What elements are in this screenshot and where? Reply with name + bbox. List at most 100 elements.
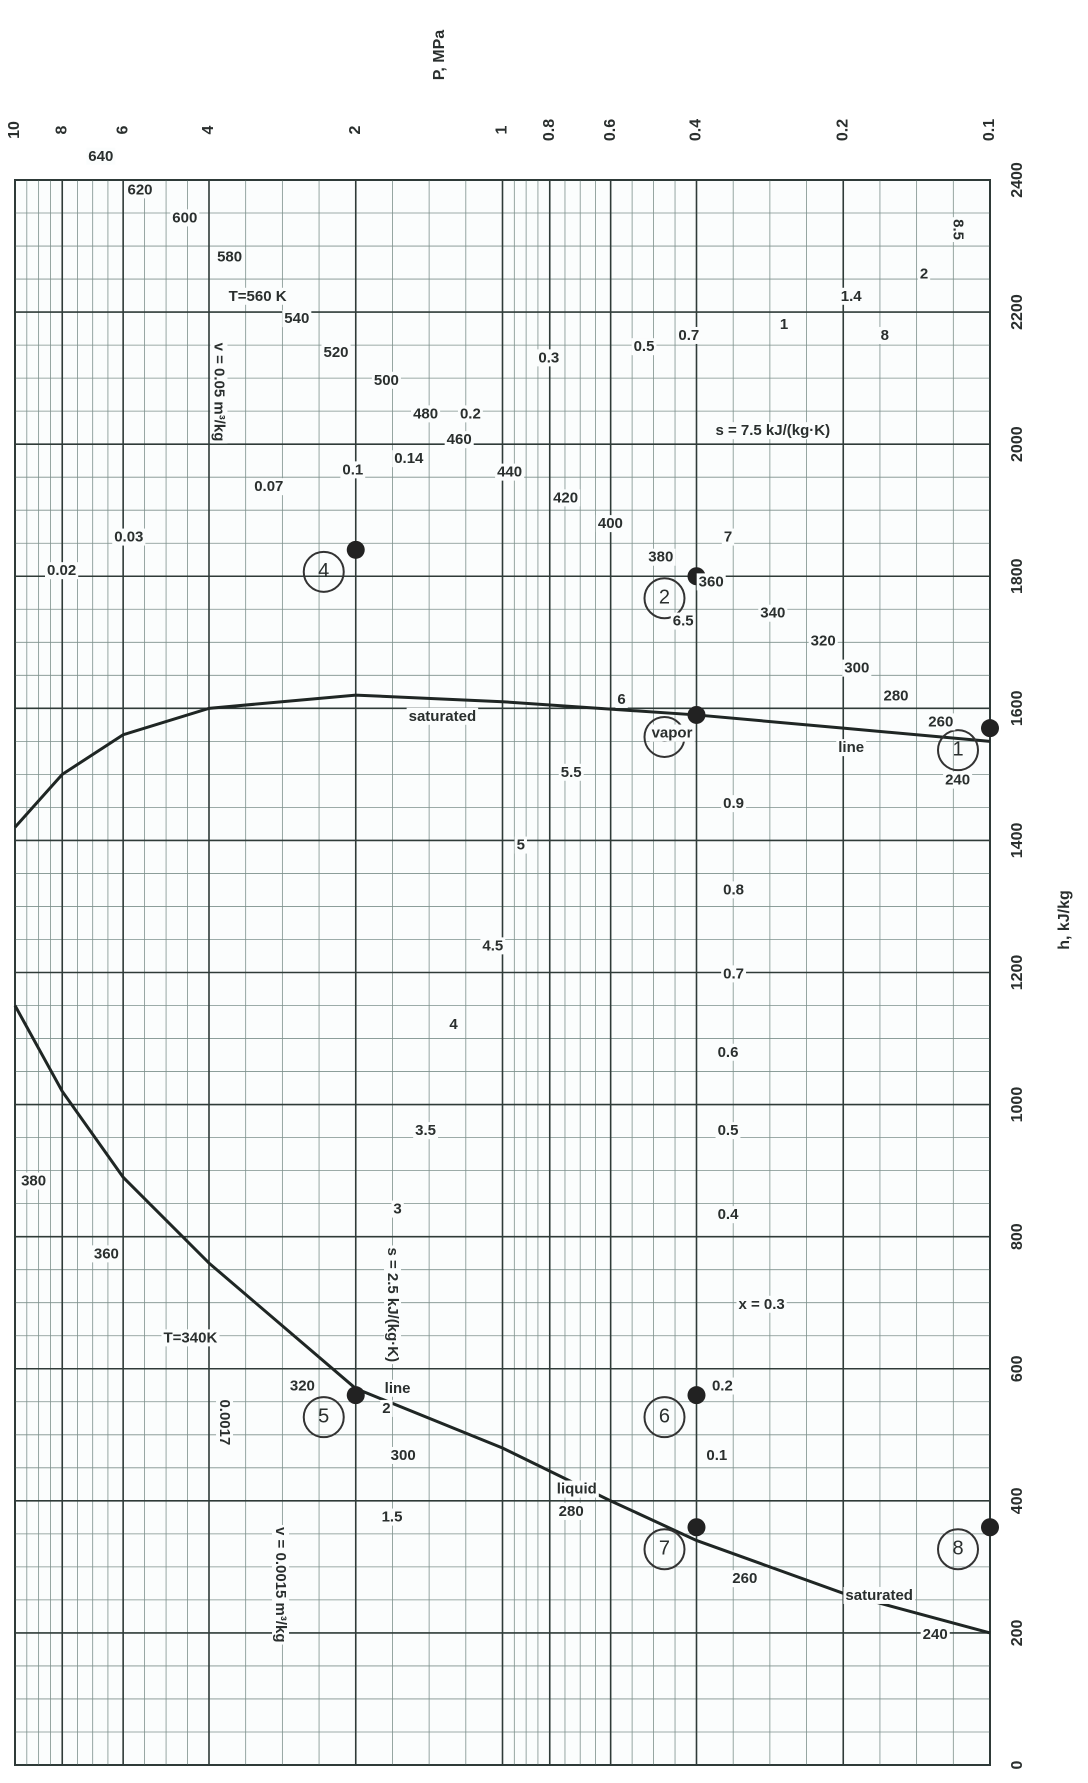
annotation-bg [558, 763, 584, 781]
annotation: 0.0017 [216, 1399, 233, 1445]
state-label-ring [643, 1528, 686, 1571]
x-tick-label: 2 [347, 125, 364, 134]
annotation-bg [649, 724, 695, 742]
annotation-bg [391, 1200, 404, 1218]
annotation: 5 [517, 837, 525, 854]
annotation-bg [843, 1586, 915, 1604]
annotation: 7 [724, 529, 732, 546]
annotation-bg [321, 343, 351, 361]
annotation-bg [216, 1397, 234, 1448]
y-tick-label: 2400 [1009, 162, 1026, 198]
y-tick-label: 800 [1009, 1223, 1026, 1250]
annotation-bg [704, 1446, 730, 1464]
annotation: x = 0.3 [738, 1296, 784, 1313]
annotation-bg [210, 340, 228, 444]
annotation: 300 [391, 1447, 416, 1464]
x-tick-label: 0.4 [688, 119, 705, 141]
saturation-line [13, 693, 991, 829]
y-tick-label: 2200 [1009, 294, 1026, 330]
annotation: 540 [284, 310, 309, 327]
y-tick-label: 2000 [1009, 426, 1026, 462]
annotation: 0.7 [678, 327, 699, 344]
annotation: 0.1 [706, 1447, 727, 1464]
annotation-bg [282, 310, 312, 328]
annotation-bg [91, 1245, 121, 1263]
annotation-bg [736, 1295, 787, 1313]
annotation: 640 [88, 148, 113, 165]
state-point [687, 1518, 706, 1537]
annotation: 8.5 [950, 219, 967, 240]
annotation-bg [447, 1015, 461, 1033]
annotation-bg [514, 836, 527, 854]
annotation-bg [554, 1480, 599, 1498]
annotation-bg [380, 1399, 393, 1417]
state-label: 5 [318, 1405, 329, 1427]
annotation-bg [287, 1377, 317, 1395]
state-point [346, 540, 365, 559]
state-label-ring [643, 577, 686, 620]
annotation: 0.1 [342, 461, 363, 478]
annotation: saturated [845, 1587, 913, 1604]
x-tick-label: 10 [6, 121, 23, 139]
annotation: 0.6 [718, 1044, 739, 1061]
annotation: 5.5 [561, 764, 582, 781]
annotation: 320 [290, 1378, 315, 1395]
x-tick-label: 0.1 [981, 119, 998, 141]
x-axis-title: P, MPa [431, 30, 448, 81]
annotation: 2 [382, 1400, 390, 1417]
annotation: 0.7 [723, 965, 744, 982]
annotation-bg [713, 422, 833, 440]
annotation: 2 [920, 265, 928, 282]
annotation-bg [86, 147, 116, 165]
annotation: 4 [449, 1016, 458, 1033]
y-tick-label: 200 [1009, 1619, 1026, 1646]
annotation-bg [615, 690, 628, 708]
annotation: 0.8 [723, 881, 744, 898]
annotation-bg [161, 1329, 220, 1347]
annotation: 400 [598, 515, 623, 532]
annotation-bg [480, 937, 506, 955]
annotation: 460 [447, 431, 472, 448]
annotation-bg [44, 562, 79, 580]
annotation: 0.4 [718, 1206, 740, 1223]
annotation: 260 [732, 1570, 757, 1587]
annotation-bg [838, 287, 865, 305]
annotation-bg [926, 713, 956, 731]
annotation-bg [406, 707, 479, 725]
annotation-bg [371, 371, 401, 389]
annotation: liquid [557, 1481, 597, 1498]
annotation: 300 [844, 660, 869, 677]
annotation-bg [676, 326, 702, 344]
annotation: v = 0.0015 m³/kg [272, 1527, 289, 1643]
annotation-bg [721, 881, 747, 899]
annotation-bg [272, 1525, 290, 1645]
annotation: 3 [393, 1201, 401, 1218]
annotation: s = 2.5 kJ/(kg·K) [384, 1247, 401, 1362]
annotation: 0.9 [723, 795, 744, 812]
x-tick-label: 4 [200, 125, 217, 134]
annotation-bg [808, 632, 838, 650]
annotation-bg [842, 659, 872, 677]
annotation: 500 [374, 372, 399, 389]
state-label-ring [643, 1396, 686, 1439]
annotation-bg [340, 461, 366, 479]
annotation-bg [646, 548, 676, 566]
annotation-bg [388, 1446, 418, 1464]
annotation: saturated [409, 708, 477, 725]
y-tick-label: 1800 [1009, 558, 1026, 594]
annotation-bg [392, 450, 427, 468]
annotation: T=340K [164, 1329, 218, 1346]
annotation: 1 [780, 316, 788, 333]
state-label: 2 [659, 587, 670, 609]
annotation-bg [878, 326, 891, 344]
annotation: 360 [94, 1245, 119, 1262]
state-point [346, 1386, 365, 1405]
annotation-bg [384, 1245, 402, 1365]
annotation-bg [777, 315, 791, 333]
state-label: 4 [318, 560, 329, 582]
y-tick-label: 1600 [1009, 690, 1026, 726]
annotation: 0.5 [634, 338, 655, 355]
annotation-bg [382, 1379, 413, 1397]
annotation: 0.2 [712, 1378, 733, 1395]
state-point [981, 1518, 999, 1537]
